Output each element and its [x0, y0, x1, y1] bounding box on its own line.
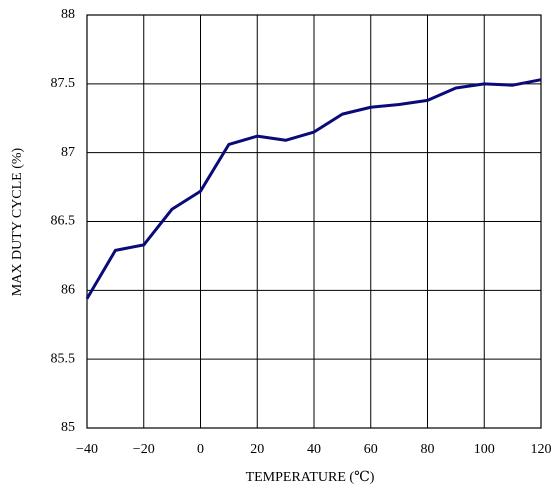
x-tick-label: −20	[133, 442, 155, 457]
y-tick-label: 85.5	[51, 351, 76, 366]
x-tick-label: 60	[364, 442, 378, 457]
y-tick-label: 86.5	[51, 214, 76, 229]
y-tick-label: 87.5	[51, 76, 76, 91]
x-tick-label: 0	[197, 442, 204, 457]
x-tick-label: −40	[76, 442, 98, 457]
x-axis-label: TEMPERATURE (℃)	[246, 470, 375, 485]
y-tick-label: 85	[61, 420, 75, 435]
y-axis-label: MAX DUTY CYCLE (%)	[10, 147, 25, 296]
x-tick-label: 100	[474, 442, 495, 457]
x-tick-label: 120	[531, 442, 552, 457]
data-line	[85, 78, 542, 300]
y-tick-label: 87	[61, 145, 75, 160]
x-tick-label: 40	[307, 442, 321, 457]
plot-frame	[86, 14, 542, 429]
x-tick-label: 80	[421, 442, 435, 457]
y-tick-label: 88	[61, 7, 75, 22]
x-tick-label: 20	[250, 442, 264, 457]
y-tick-label: 86	[61, 283, 75, 298]
